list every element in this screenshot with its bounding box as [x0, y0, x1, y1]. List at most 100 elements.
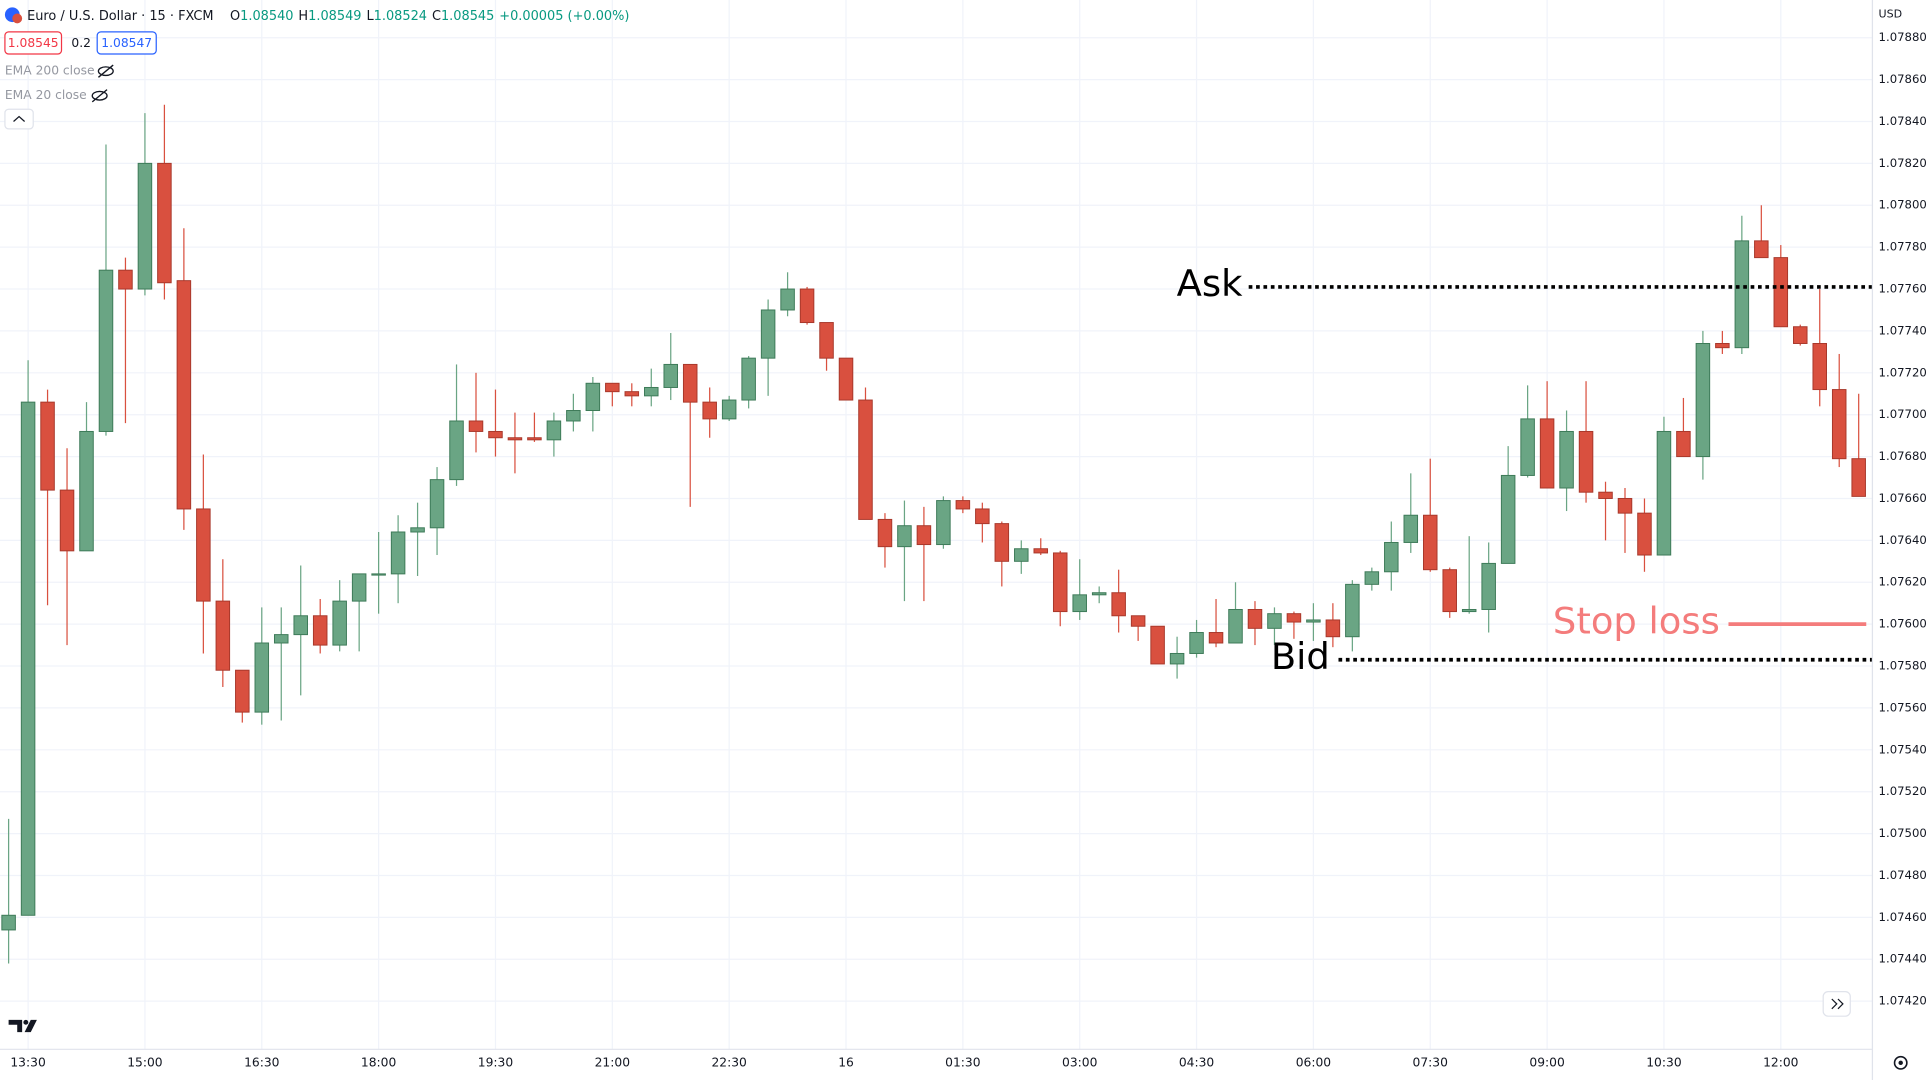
candle-body — [1851, 458, 1866, 497]
header-line: Euro / U.S. Dollar · 15 · FXCM O1.08540 H… — [27, 8, 629, 23]
y-tick-label: 1.07580 — [1879, 659, 1927, 673]
candle-body — [1754, 240, 1769, 259]
candle-body — [1130, 615, 1146, 627]
candle-body — [585, 382, 601, 412]
candle-body — [1033, 548, 1049, 554]
y-tick-label: 1.07820 — [1879, 156, 1927, 170]
candle-body — [312, 615, 328, 646]
settings-button[interactable] — [1893, 1055, 1908, 1070]
y-tick-label: 1.07540 — [1879, 742, 1927, 756]
y-tick-label: 1.07840 — [1879, 114, 1927, 128]
symbol-title[interactable]: Euro / U.S. Dollar · 15 · FXCM — [27, 8, 213, 23]
candle-body — [410, 527, 425, 533]
candle-body — [721, 399, 737, 420]
annotation-label: Bid — [1271, 635, 1330, 678]
candle-body — [1169, 652, 1185, 665]
candle-body — [1539, 418, 1555, 489]
ohlc-label: H — [298, 8, 308, 23]
candle-body — [955, 500, 971, 510]
y-tick-label: 1.07620 — [1879, 575, 1927, 589]
indicator-label[interactable]: EMA 20 close — [5, 88, 87, 102]
y-tick-label: 1.07600 — [1879, 617, 1927, 631]
buy-price: 1.08547 — [101, 36, 152, 50]
candle-body — [1422, 514, 1438, 571]
y-tick-label: 1.07440 — [1879, 952, 1927, 966]
ohlc-value: 1.08545 — [441, 8, 494, 23]
candle-body — [1637, 512, 1652, 556]
y-tick-label: 1.07860 — [1879, 72, 1927, 86]
scroll-icon — [1831, 998, 1844, 1010]
ohlc-label: C — [432, 8, 441, 23]
y-tick-label: 1.07420 — [1879, 994, 1927, 1008]
candle-body — [40, 401, 55, 491]
candle-body — [799, 288, 815, 324]
ohlc-value: 1.08524 — [374, 8, 427, 23]
logo[interactable] — [8, 1019, 37, 1033]
sell-price: 1.08545 — [8, 36, 59, 50]
hide-icons[interactable] — [91, 64, 114, 103]
collapse-icon — [13, 115, 26, 122]
candle-body — [507, 437, 523, 441]
candle-body — [1189, 632, 1204, 654]
candle-body — [760, 309, 776, 359]
candle-body — [1072, 594, 1087, 613]
buy-badge[interactable] — [96, 31, 157, 55]
candle-body — [1014, 548, 1029, 562]
candle-body — [780, 288, 795, 311]
candles — [1, 104, 1866, 964]
candle-body — [838, 357, 854, 401]
candle-body — [196, 508, 211, 602]
candle-body — [1111, 592, 1126, 617]
candle-body — [79, 430, 94, 552]
candle-body — [254, 642, 270, 713]
candle-body — [1442, 569, 1457, 613]
y-tick-label: 1.07520 — [1879, 784, 1927, 798]
candle-body — [1364, 571, 1380, 585]
x-tick-label: 22:30 — [711, 1055, 746, 1069]
x-tick-label: 06:00 — [1296, 1055, 1331, 1069]
candle-body — [157, 162, 172, 284]
candle-body — [1384, 541, 1399, 573]
ohlc-value: 1.08549 — [308, 8, 361, 23]
annotation-label: Stop loss — [1553, 599, 1720, 642]
annotations: Ask Bid Stop loss — [1177, 262, 1873, 678]
indicator-label[interactable]: EMA 200 close — [5, 64, 95, 78]
candle-body — [1695, 342, 1711, 458]
candle-body — [858, 399, 873, 520]
y-tick-label: 1.07560 — [1879, 700, 1927, 714]
collapse-button[interactable] — [4, 108, 34, 130]
candle-body — [390, 531, 406, 575]
y-tick-label: 1.07480 — [1879, 868, 1927, 882]
candle-body — [293, 615, 308, 636]
candle-body — [449, 420, 464, 481]
candle-body — [1676, 430, 1691, 458]
y-tick-label: 1.07460 — [1879, 910, 1927, 924]
x-tick-label: 21:00 — [595, 1055, 630, 1069]
candle-body — [1306, 619, 1321, 623]
x-tick-label: 18:00 — [361, 1055, 396, 1069]
y-tick-label: 1.07680 — [1879, 449, 1927, 463]
y-tick-label: 1.07760 — [1879, 282, 1927, 296]
spread: 0.2 — [71, 36, 91, 50]
candle-body — [1481, 562, 1496, 610]
axes: 1.07880 1.07860 1.07840 1.07820 1.07800 1.077… — [10, 30, 1926, 1069]
annotation-label: Ask — [1177, 262, 1243, 305]
candle-body — [546, 420, 562, 441]
candle-body — [1345, 583, 1360, 638]
candle-body — [877, 518, 893, 548]
y-tick-label: 1.07660 — [1879, 491, 1927, 505]
x-tick-label: 16 — [838, 1055, 854, 1069]
y-tick-label: 1.07780 — [1879, 240, 1927, 254]
candle-body — [936, 500, 951, 546]
candle-body — [1247, 608, 1263, 629]
candle-body — [1228, 608, 1243, 644]
candle-body — [819, 322, 834, 359]
candle-body — [332, 600, 347, 646]
x-tick-label: 10:30 — [1646, 1055, 1681, 1069]
currency[interactable]: USD — [1879, 8, 1903, 21]
candle-body — [1267, 613, 1282, 629]
sell-badge[interactable] — [4, 31, 63, 55]
candle-body — [566, 410, 581, 422]
